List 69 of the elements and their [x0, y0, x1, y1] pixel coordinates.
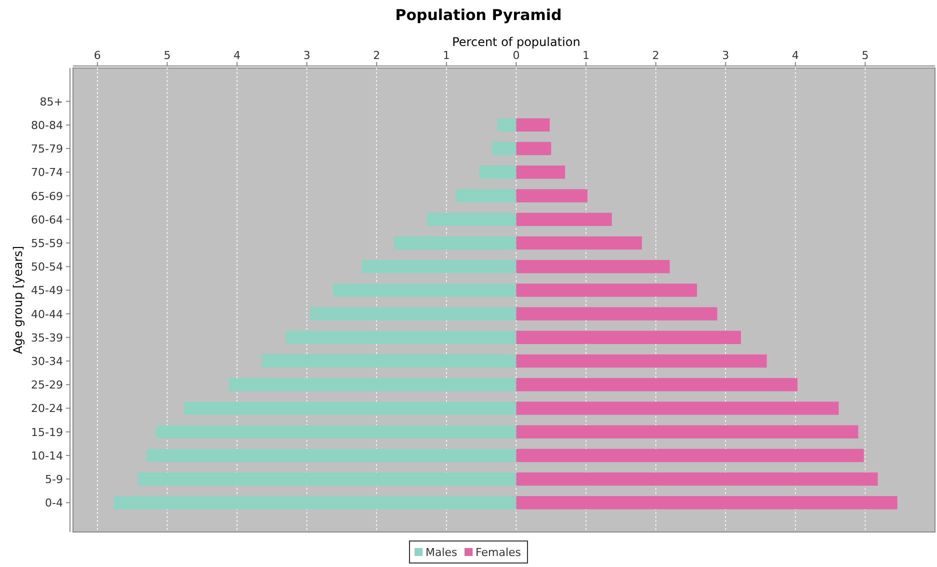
legend-label: Males [426, 546, 458, 559]
bar [156, 425, 516, 438]
bar [228, 378, 516, 392]
bar [516, 378, 798, 392]
bar [310, 307, 516, 320]
y-tick-label: 75-79 [31, 142, 63, 156]
y-tick-label: 60-64 [31, 213, 63, 226]
bar [516, 330, 741, 344]
y-tick-label: 30-34 [31, 355, 63, 368]
bar [426, 212, 516, 226]
x-tick-label: 4 [792, 49, 799, 62]
bar [113, 496, 516, 510]
y-axis-title: Age group [years] [11, 246, 25, 354]
x-tick-label: 5 [164, 49, 171, 62]
y-tick-label: 5-9 [45, 473, 63, 486]
x-tick-label: 3 [303, 49, 310, 62]
x-tick-label: 1 [442, 49, 450, 62]
bar [332, 284, 516, 297]
bar [516, 402, 839, 415]
bar [516, 260, 670, 274]
y-tick-label: 20-24 [31, 402, 63, 416]
bar [516, 166, 566, 179]
bar [362, 260, 516, 274]
y-tick-label: 45-49 [31, 284, 63, 298]
y-tick-label: 15-19 [31, 426, 63, 439]
bar [516, 496, 898, 510]
bar [516, 307, 718, 320]
y-tick-label: 70-74 [31, 166, 63, 180]
y-tick-label: 50-54 [31, 260, 63, 274]
bar [138, 472, 516, 486]
bar [516, 189, 588, 202]
x-tick-label: 1 [582, 49, 590, 62]
y-tick-label: 25-29 [31, 378, 63, 392]
bar [286, 330, 516, 344]
bar [492, 142, 516, 156]
x-tick-label: 2 [373, 49, 380, 62]
x-tick-label: 5 [862, 49, 869, 62]
bar [516, 118, 550, 132]
x-axis-title: Percent of population [452, 35, 580, 49]
bar [516, 284, 697, 297]
y-tick-label: 80-84 [31, 118, 63, 132]
y-tick-label: 40-44 [31, 308, 63, 321]
y-tick-label: 0-4 [45, 496, 63, 510]
bar [516, 425, 858, 438]
bar [184, 402, 516, 415]
bar [455, 189, 516, 202]
y-tick-label: 10-14 [31, 449, 63, 462]
bar [497, 118, 516, 132]
bar [516, 472, 878, 486]
x-tick-label: 6 [94, 49, 101, 62]
legend-label: Females [476, 546, 522, 559]
bar [516, 212, 612, 226]
bar [479, 166, 516, 179]
bar [516, 142, 552, 156]
bar [516, 448, 864, 462]
y-tick-label: 85+ [40, 95, 63, 108]
bar [516, 354, 767, 368]
x-tick-label: 3 [722, 49, 730, 62]
x-tick-label: 2 [652, 49, 660, 62]
x-tick-label: 0 [512, 49, 520, 62]
chart-title: Population Pyramid [395, 6, 562, 24]
bar [516, 236, 642, 250]
y-tick-label: 55-59 [31, 236, 63, 250]
bar [261, 354, 516, 368]
y-tick-label: 35-39 [31, 331, 63, 344]
y-tick-label: 65-69 [31, 190, 63, 203]
bar [146, 448, 516, 462]
x-tick-label: 4 [234, 49, 241, 62]
bar [394, 236, 516, 250]
